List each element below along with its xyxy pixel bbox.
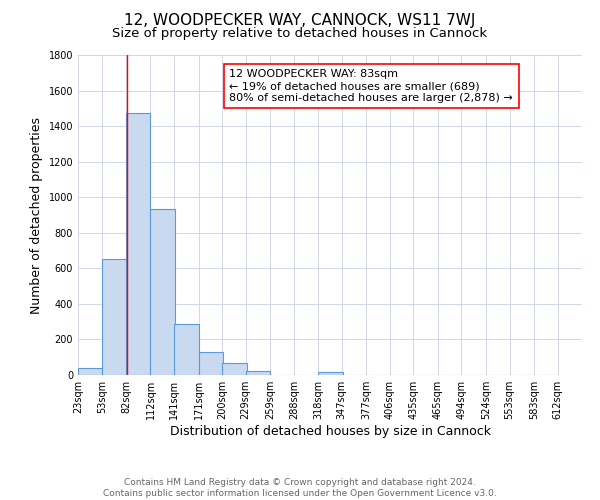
Bar bbox=[222, 364, 247, 375]
Text: Size of property relative to detached houses in Cannock: Size of property relative to detached ho… bbox=[112, 28, 488, 40]
Bar bbox=[151, 209, 175, 375]
Bar bbox=[126, 113, 151, 375]
Text: 12 WOODPECKER WAY: 83sqm
← 19% of detached houses are smaller (689)
80% of semi-: 12 WOODPECKER WAY: 83sqm ← 19% of detach… bbox=[229, 70, 513, 102]
Text: Contains HM Land Registry data © Crown copyright and database right 2024.
Contai: Contains HM Land Registry data © Crown c… bbox=[103, 478, 497, 498]
Text: 12, WOODPECKER WAY, CANNOCK, WS11 7WJ: 12, WOODPECKER WAY, CANNOCK, WS11 7WJ bbox=[124, 12, 476, 28]
Bar bbox=[199, 352, 223, 375]
Bar bbox=[174, 324, 199, 375]
Bar bbox=[246, 371, 270, 375]
Bar bbox=[318, 372, 343, 375]
X-axis label: Distribution of detached houses by size in Cannock: Distribution of detached houses by size … bbox=[170, 425, 491, 438]
Bar bbox=[78, 368, 103, 375]
Y-axis label: Number of detached properties: Number of detached properties bbox=[30, 116, 43, 314]
Bar bbox=[103, 260, 127, 375]
